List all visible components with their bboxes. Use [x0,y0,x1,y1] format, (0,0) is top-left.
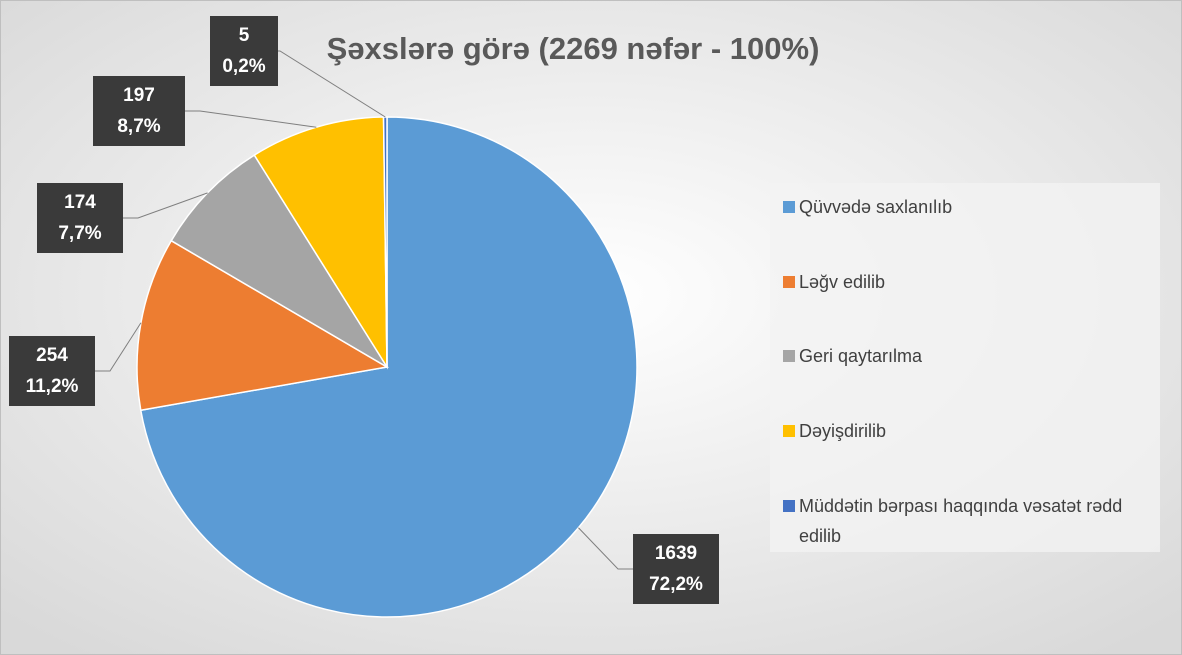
leader-line [185,110,317,128]
data-label-value: 1639 [655,543,697,564]
legend-label: Ləğv edilib [799,272,886,292]
legend-swatch [783,500,795,512]
legend-label: Dəyişdirilib [799,421,887,441]
chart-title: Şəxslərə görə (2269 nəfər - 100%) [327,31,820,66]
data-label-percent: 11,2% [26,376,79,397]
data-label-percent: 0,2% [222,56,265,77]
legend-label: Geri qaytarılma [799,346,923,366]
data-label-value: 5 [239,25,250,46]
leader-line [278,50,386,118]
pie-slice [170,154,388,368]
legend-item: Müddətin bərpası haqqında vəsatət rədd e… [799,496,1123,546]
pie-slice [136,239,390,412]
data-label-box [37,183,123,253]
legend-item: Dəyişdirilib [799,421,887,441]
pie-slice [139,116,638,618]
data-label-percent: 8,7% [117,116,160,137]
leader-line [95,322,142,372]
data-label-percent: 7,7% [58,223,101,244]
leader-line [578,527,633,570]
data-label-box [633,534,719,604]
legend-box [770,183,1160,552]
data-label-value: 174 [64,192,96,213]
legend-swatch [783,201,795,213]
legend-item: Qüvvədə saxlanılıb [799,197,953,217]
legend-swatch [783,276,795,288]
legend-swatch [783,425,795,437]
pie-slice [253,116,388,370]
legend-label: Müddətin bərpası haqqında vəsatət rədd e… [799,496,1123,546]
data-label-box [9,336,95,406]
legend-item: Ləğv edilib [799,272,886,292]
legend-swatch [783,350,795,362]
leader-line [123,192,208,219]
data-label-percent: 72,2% [649,574,703,595]
data-label-value: 254 [36,345,68,366]
legend-item: Geri qaytarılma [799,346,923,366]
legend-label: Qüvvədə saxlanılıb [799,197,953,217]
pie-slice [382,116,388,368]
data-label-box [93,76,185,146]
data-label-value: 197 [123,85,155,106]
data-label-box [210,16,278,86]
